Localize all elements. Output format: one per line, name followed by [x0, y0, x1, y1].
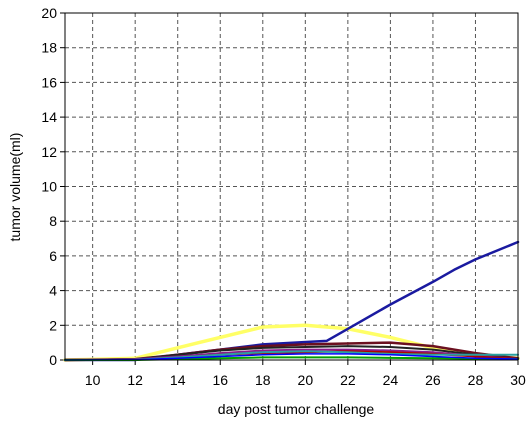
plot-border	[64, 12, 519, 361]
x-tick-label: 16	[212, 372, 228, 388]
x-axis-label: day post tumor challenge	[218, 401, 375, 417]
series-line-3	[64, 345, 519, 361]
y-tick-label: 20	[41, 5, 57, 21]
y-tick-label: 2	[49, 317, 57, 333]
y-tick-label: 14	[41, 109, 57, 125]
x-tick-label: 12	[127, 372, 143, 388]
y-tick-label: 4	[49, 283, 57, 299]
y-tick-labels: 0 2 4 6 8 10 12 14 16 18 20	[41, 5, 57, 368]
x-tick-label: 22	[340, 372, 356, 388]
y-tick-label: 8	[49, 213, 57, 229]
x-tick-label: 24	[383, 372, 399, 388]
x-tick-label: 28	[468, 372, 484, 388]
y-tick-label: 16	[41, 74, 57, 90]
grid-lines	[60, 12, 519, 365]
x-tick-label: 26	[425, 372, 441, 388]
x-tick-label: 20	[298, 372, 314, 388]
series-line-8	[64, 353, 519, 361]
x-tick-labels: 10 12 14 16 18 20 22 24 26 28 30	[85, 372, 526, 388]
x-tick-label: 18	[255, 372, 271, 388]
y-axis-label: tumor volume(ml)	[7, 133, 23, 242]
y-tick-label: 12	[41, 144, 57, 160]
y-tick-label: 10	[41, 179, 57, 195]
y-tick-label: 0	[49, 352, 57, 368]
x-tick-label: 10	[85, 372, 101, 388]
y-tick-label: 18	[41, 40, 57, 56]
y-tick-label: 6	[49, 248, 57, 264]
series-line-1	[63, 240, 520, 362]
x-tick-label: 14	[170, 372, 186, 388]
x-tick-label: 30	[510, 372, 526, 388]
series-lines	[63, 240, 520, 362]
